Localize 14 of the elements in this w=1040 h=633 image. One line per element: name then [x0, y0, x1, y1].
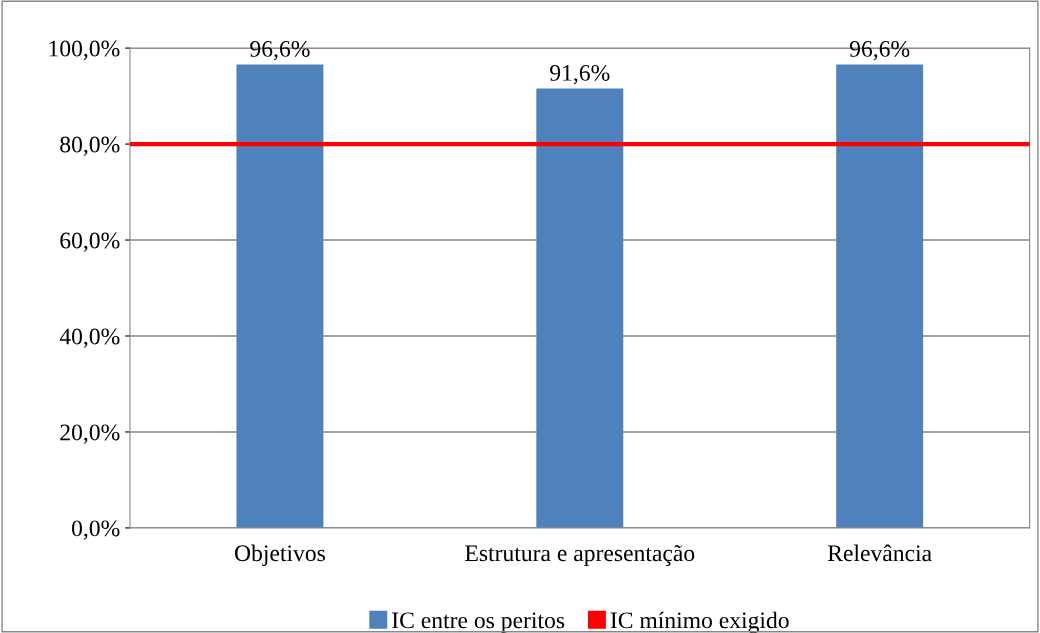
- y-tick-label: 20,0%: [60, 424, 120, 444]
- y-tick-label: 100,0%: [49, 40, 120, 60]
- y-tick-label: 60,0%: [60, 232, 120, 252]
- x-tick-label: Estrutura e apresentação: [465, 545, 695, 566]
- data-label: 96,6%: [849, 40, 910, 61]
- y-tick-label: 0,0%: [72, 520, 120, 540]
- y-tick-label: 80,0%: [60, 136, 120, 156]
- legend-label: IC mínimo exigido: [610, 611, 789, 633]
- data-label: 96,6%: [250, 40, 310, 61]
- legend-label: IC entre os peritos: [392, 612, 565, 633]
- y-tick-label: 40,0%: [59, 328, 120, 348]
- data-label: 91,6%: [550, 64, 610, 85]
- x-tick-label: Objetivos: [234, 544, 325, 566]
- x-tick-label: Relevância: [827, 544, 932, 562]
